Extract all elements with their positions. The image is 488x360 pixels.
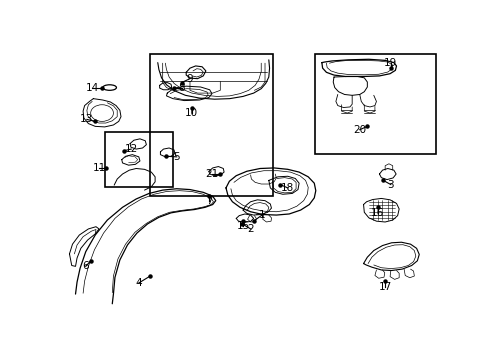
Text: 4: 4 — [135, 278, 142, 288]
Text: 8: 8 — [178, 82, 184, 93]
Text: 11: 11 — [92, 163, 105, 174]
Bar — [314, 54, 435, 154]
Text: 13: 13 — [80, 114, 93, 125]
Text: 6: 6 — [82, 261, 89, 271]
Text: 16: 16 — [370, 208, 384, 218]
Text: 20: 20 — [352, 125, 366, 135]
Text: 10: 10 — [185, 108, 198, 118]
Text: 18: 18 — [281, 183, 294, 193]
Text: 5: 5 — [173, 152, 180, 162]
Bar — [104, 132, 173, 187]
Bar — [150, 54, 273, 196]
Text: 14: 14 — [85, 82, 99, 93]
Text: 7: 7 — [205, 196, 212, 206]
Text: 9: 9 — [186, 74, 193, 84]
Text: 15: 15 — [236, 221, 249, 231]
Text: 19: 19 — [384, 58, 397, 68]
Text: 3: 3 — [386, 180, 393, 190]
Text: 1: 1 — [258, 210, 265, 220]
Text: 2: 2 — [247, 224, 253, 234]
Text: 12: 12 — [124, 144, 138, 154]
Text: 17: 17 — [378, 282, 391, 292]
Text: 21: 21 — [205, 169, 218, 179]
